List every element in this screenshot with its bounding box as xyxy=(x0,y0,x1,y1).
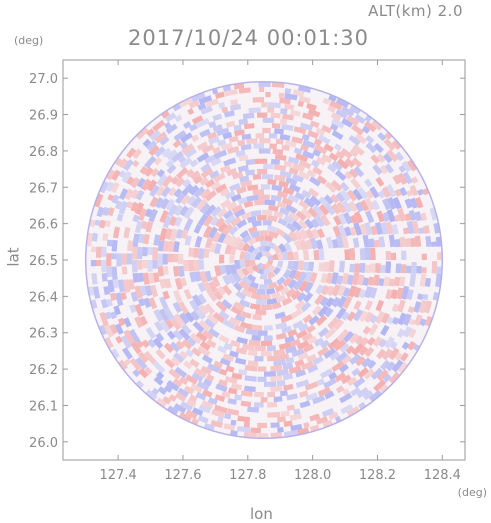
radar-texture xyxy=(86,81,443,439)
x-tick-label: 128.2 xyxy=(359,468,396,483)
y-tick-label: 26.1 xyxy=(29,399,58,414)
y-tick-label: 26.3 xyxy=(29,327,58,342)
y-tick-label: 26.2 xyxy=(29,363,58,378)
x-tick-label: 128.4 xyxy=(424,468,461,483)
y-tick-label: 26.9 xyxy=(29,109,58,124)
y-tick-label: 26.0 xyxy=(29,436,58,451)
y-tick-label: 26.8 xyxy=(29,145,58,160)
radar-field xyxy=(84,80,444,440)
axis-ticks: 127.4 127.6 127.8 128.0 128.2 128.4 26.0 26.1 26… xyxy=(29,60,465,483)
radar-edge xyxy=(84,80,444,440)
x-tick-label: 127.6 xyxy=(164,468,201,483)
y-tick-label: 26.6 xyxy=(29,218,58,233)
x-axis-unit: (deg) xyxy=(457,486,487,499)
y-tick-label: 27.0 xyxy=(29,72,58,87)
y-tick-label: 26.4 xyxy=(29,290,58,305)
x-axis-label: lon xyxy=(250,505,273,523)
y-tick-label: 26.7 xyxy=(29,181,58,196)
x-tick-label: 127.8 xyxy=(229,468,266,483)
y-tick-label: 26.5 xyxy=(29,254,58,269)
y-axis-unit: (deg) xyxy=(14,34,44,47)
chart-title-timestamp: 2017/10/24 00:01:30 xyxy=(128,26,370,50)
x-tick-label: 127.4 xyxy=(100,468,137,483)
x-tick-label: 128.0 xyxy=(294,468,331,483)
altitude-label: ALT(km) 2.0 xyxy=(368,2,463,20)
